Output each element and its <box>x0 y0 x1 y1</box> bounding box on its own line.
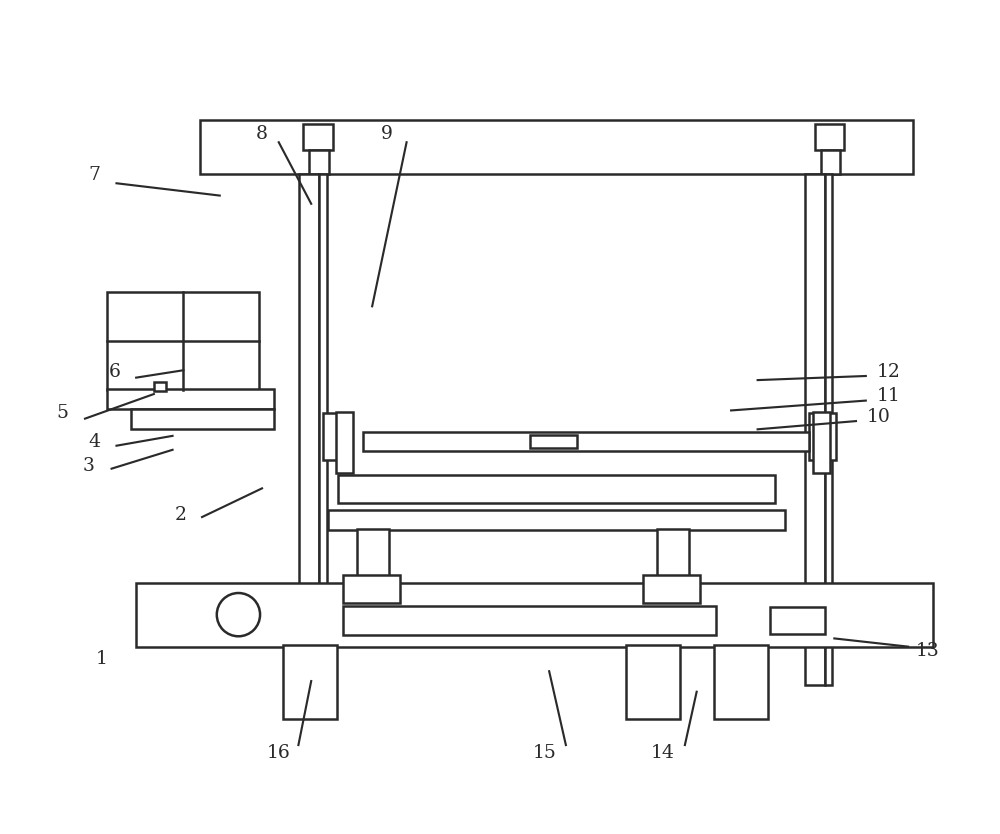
Text: 10: 10 <box>867 408 891 426</box>
Bar <box>107 389 274 409</box>
Text: 14: 14 <box>650 744 674 762</box>
Text: 4: 4 <box>89 433 101 450</box>
Text: 3: 3 <box>83 457 95 475</box>
Bar <box>770 607 825 635</box>
Text: 1: 1 <box>96 650 108 668</box>
Text: 15: 15 <box>532 744 556 762</box>
Bar <box>319 174 327 686</box>
Bar <box>299 174 319 686</box>
Text: 16: 16 <box>267 744 291 762</box>
Bar <box>154 382 166 391</box>
Bar <box>107 292 259 390</box>
Text: 7: 7 <box>89 166 101 184</box>
Bar <box>283 646 337 719</box>
Bar <box>303 124 333 149</box>
Text: 8: 8 <box>256 125 268 143</box>
Bar <box>328 510 785 530</box>
Text: 13: 13 <box>916 641 940 660</box>
Bar <box>821 149 840 174</box>
Text: 11: 11 <box>877 388 900 405</box>
Text: 9: 9 <box>381 125 393 143</box>
Bar <box>825 174 832 686</box>
Bar <box>323 413 351 460</box>
Bar <box>657 529 689 576</box>
Bar <box>813 412 830 473</box>
Bar <box>805 174 825 686</box>
Bar <box>357 529 389 576</box>
Bar <box>136 583 933 647</box>
Text: 5: 5 <box>56 404 68 422</box>
Text: 6: 6 <box>109 363 120 381</box>
Bar <box>336 412 353 473</box>
Bar <box>338 475 775 503</box>
Bar <box>363 432 809 451</box>
Bar <box>131 409 274 429</box>
Bar <box>643 575 700 603</box>
Bar <box>343 575 400 603</box>
Bar <box>200 120 913 174</box>
Text: 2: 2 <box>174 506 186 525</box>
Bar <box>309 149 329 174</box>
Bar <box>714 646 768 719</box>
Bar <box>530 435 577 449</box>
Bar <box>815 124 844 149</box>
Bar <box>343 605 716 636</box>
Bar <box>809 413 836 460</box>
Bar <box>626 646 680 719</box>
Text: 12: 12 <box>876 363 900 381</box>
